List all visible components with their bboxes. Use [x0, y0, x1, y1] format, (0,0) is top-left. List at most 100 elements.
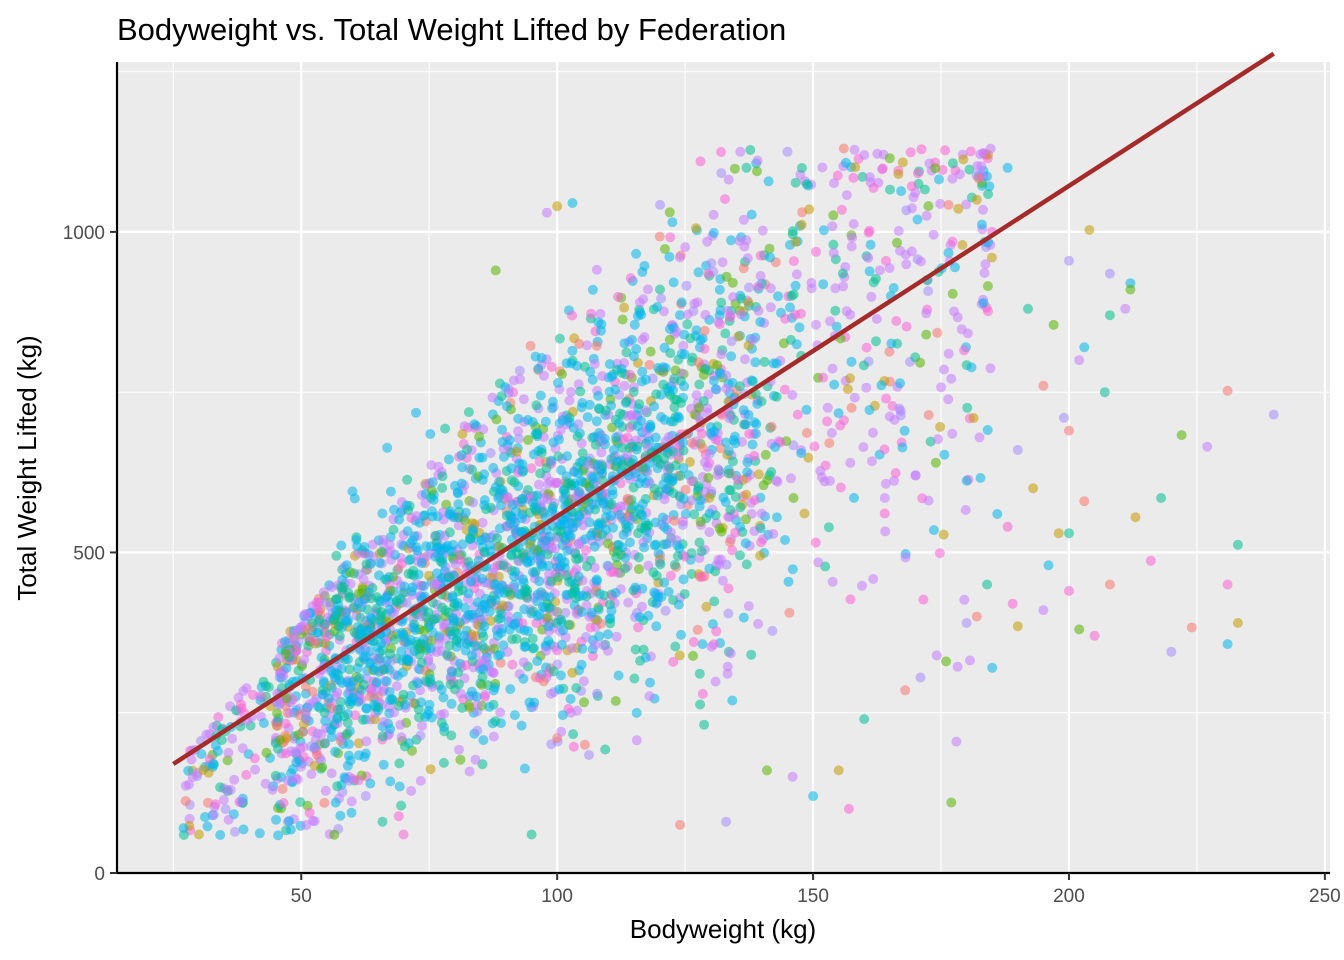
data-point	[697, 639, 708, 650]
data-point	[685, 333, 696, 344]
data-point	[532, 656, 543, 667]
data-point	[424, 699, 435, 710]
data-point	[721, 559, 732, 570]
data-point	[371, 677, 382, 688]
data-point	[935, 198, 946, 209]
data-point	[636, 309, 647, 320]
data-point	[923, 286, 934, 297]
data-point	[983, 189, 994, 200]
data-point	[533, 479, 544, 490]
data-point	[497, 424, 507, 435]
data-point	[283, 775, 293, 786]
data-point	[416, 558, 427, 569]
data-point	[411, 407, 421, 418]
data-point	[762, 765, 772, 776]
data-point	[1053, 528, 1064, 539]
data-point	[359, 542, 370, 552]
data-point	[342, 760, 353, 771]
data-point	[566, 387, 576, 397]
data-point	[976, 161, 987, 172]
data-point	[457, 429, 468, 440]
data-point	[378, 664, 388, 675]
data-point	[659, 454, 670, 465]
data-point	[510, 618, 521, 629]
data-point	[331, 550, 342, 561]
data-point	[344, 664, 355, 675]
data-point	[694, 379, 705, 390]
data-point	[425, 764, 436, 775]
data-point	[710, 384, 721, 395]
data-point	[572, 431, 583, 442]
data-point	[857, 580, 867, 591]
data-point	[584, 750, 594, 760]
data-point	[186, 754, 197, 765]
data-point	[344, 775, 355, 786]
data-point	[556, 561, 566, 572]
data-point	[674, 413, 684, 423]
data-point	[721, 816, 732, 827]
data-point	[849, 392, 860, 403]
data-point	[636, 376, 647, 387]
data-point	[371, 592, 382, 603]
data-point	[591, 574, 602, 585]
data-point	[656, 293, 667, 304]
data-point	[960, 505, 971, 515]
data-point	[695, 335, 706, 346]
data-point	[727, 545, 738, 556]
data-point	[725, 537, 735, 548]
data-point	[540, 536, 551, 546]
data-point	[759, 356, 770, 367]
data-point	[477, 517, 488, 528]
data-point	[768, 528, 779, 539]
data-point	[730, 438, 741, 449]
data-point	[479, 621, 490, 632]
data-point	[518, 574, 528, 585]
data-point	[877, 163, 888, 174]
data-point	[678, 574, 689, 585]
data-point	[503, 586, 514, 597]
data-point	[665, 232, 676, 243]
data-point	[738, 405, 749, 416]
data-point	[694, 668, 705, 679]
data-point	[753, 281, 763, 292]
data-point	[631, 248, 642, 259]
data-point	[384, 572, 395, 582]
data-point	[934, 548, 945, 559]
data-point	[623, 597, 634, 608]
data-point	[992, 509, 1003, 519]
data-point	[307, 815, 318, 826]
data-point	[385, 532, 396, 543]
data-point	[394, 758, 405, 769]
data-point	[582, 561, 592, 572]
data-point	[267, 784, 278, 795]
data-point	[566, 643, 577, 654]
data-point	[592, 459, 603, 470]
data-point	[614, 418, 624, 428]
data-point	[755, 271, 766, 281]
data-point	[815, 465, 826, 476]
data-point	[515, 374, 525, 385]
data-point	[747, 439, 758, 450]
data-point	[713, 464, 724, 475]
data-point	[660, 605, 671, 616]
data-point	[361, 559, 372, 570]
data-point	[464, 766, 475, 777]
data-point	[794, 322, 805, 333]
data-point	[901, 321, 912, 332]
data-point	[426, 712, 437, 723]
data-point	[959, 594, 970, 605]
data-point	[828, 239, 839, 250]
data-point	[594, 492, 605, 503]
data-point	[722, 661, 733, 672]
data-point	[921, 210, 932, 221]
data-point	[494, 541, 505, 552]
data-point	[857, 171, 868, 182]
data-point	[947, 236, 958, 247]
data-point	[461, 638, 472, 649]
data-point	[238, 824, 249, 835]
data-point	[292, 774, 303, 785]
data-point	[346, 796, 357, 807]
data-point	[975, 149, 986, 160]
data-point	[1268, 409, 1279, 420]
